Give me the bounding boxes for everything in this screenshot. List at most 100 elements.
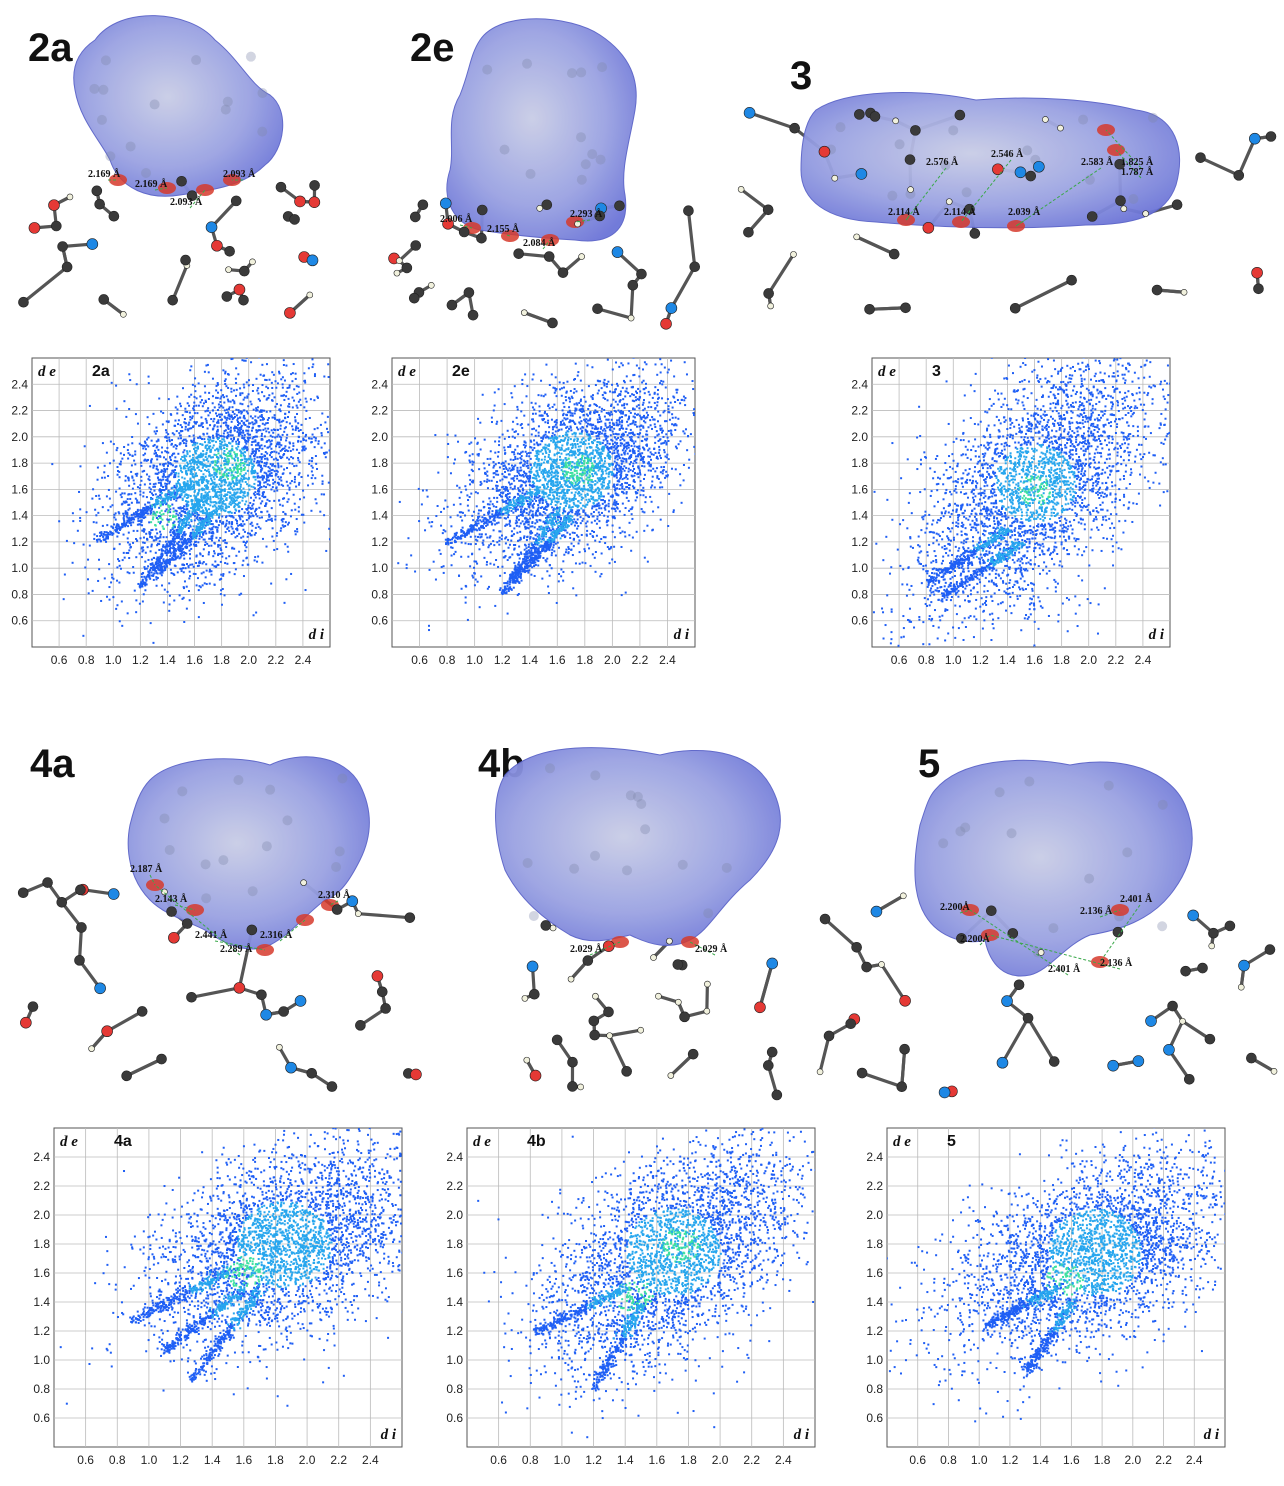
data-point xyxy=(280,448,283,451)
data-point xyxy=(242,437,245,440)
data-point xyxy=(135,611,138,614)
atom xyxy=(1009,302,1021,314)
data-point xyxy=(213,504,216,507)
spike-point xyxy=(156,559,159,562)
spike-point xyxy=(141,510,144,513)
data-point xyxy=(240,420,243,423)
data-point xyxy=(245,557,248,560)
data-point xyxy=(293,399,296,402)
data-point xyxy=(167,462,170,465)
data-point xyxy=(204,399,207,402)
spike-point xyxy=(192,505,195,508)
data-point xyxy=(258,516,261,519)
data-point xyxy=(256,459,259,462)
data-point xyxy=(119,567,122,570)
atom xyxy=(20,1016,32,1029)
spike-point xyxy=(140,509,143,512)
data-point xyxy=(167,489,170,492)
data-point xyxy=(197,589,200,592)
data-point xyxy=(191,473,194,476)
data-point xyxy=(231,418,234,421)
spike-point xyxy=(202,503,205,506)
spike-point xyxy=(156,498,159,501)
data-point xyxy=(190,365,193,368)
data-point xyxy=(242,559,245,562)
data-point xyxy=(266,458,269,461)
spike-point xyxy=(145,506,148,509)
data-point xyxy=(243,423,246,426)
data-point xyxy=(208,447,211,450)
data-point xyxy=(136,529,139,532)
embedded-atom xyxy=(576,174,587,185)
spike-point xyxy=(189,536,192,539)
data-point xyxy=(280,420,283,423)
data-point xyxy=(227,452,230,455)
embedded-atom xyxy=(522,58,533,69)
data-point xyxy=(232,500,235,503)
spike-point xyxy=(162,497,165,500)
data-point xyxy=(238,487,241,490)
data-point xyxy=(224,382,227,385)
data-point xyxy=(189,484,192,487)
spike-point xyxy=(184,483,187,486)
data-point xyxy=(279,456,282,459)
data-point xyxy=(152,483,155,486)
data-point xyxy=(287,521,290,524)
data-point xyxy=(291,372,294,375)
data-point xyxy=(223,483,226,486)
data-point xyxy=(199,562,202,565)
data-point xyxy=(243,490,246,493)
data-point xyxy=(291,462,294,465)
data-point xyxy=(190,507,193,510)
embedded-atom xyxy=(1122,847,1133,858)
data-point xyxy=(243,530,246,533)
data-point xyxy=(186,402,189,405)
spike-point xyxy=(146,509,149,512)
data-point xyxy=(266,452,269,455)
data-point xyxy=(177,419,180,422)
data-point xyxy=(230,511,233,514)
data-point xyxy=(192,434,195,437)
data-point xyxy=(206,363,209,366)
spike-point xyxy=(192,483,195,486)
atom xyxy=(371,970,384,982)
data-point xyxy=(128,507,131,510)
data-point xyxy=(240,424,243,427)
data-point xyxy=(139,490,142,493)
atom xyxy=(754,1001,766,1014)
data-point xyxy=(244,541,247,544)
data-point xyxy=(151,518,154,521)
contact-distance-label: 2.310 Å xyxy=(318,889,351,901)
x-tick-label: 1.0 xyxy=(466,653,483,667)
data-point xyxy=(131,436,134,439)
data-point xyxy=(234,377,237,380)
data-point xyxy=(254,491,257,494)
embedded-atom xyxy=(125,141,136,152)
data-point xyxy=(179,424,182,427)
data-point xyxy=(166,439,169,442)
spike-point xyxy=(198,502,201,505)
data-point xyxy=(567,452,570,455)
structure-panel-2a: 2a 2.169 Å 2.169 Å 2.093 Å 2.093 Å xyxy=(0,0,340,340)
data-point xyxy=(188,484,191,487)
data-point xyxy=(207,407,210,410)
data-point xyxy=(263,435,266,438)
embedded-atom xyxy=(265,784,276,795)
spike-point xyxy=(164,546,167,549)
data-point xyxy=(234,453,237,456)
data-point xyxy=(284,416,287,419)
data-point xyxy=(212,466,215,469)
spike-point xyxy=(160,492,163,495)
atom xyxy=(969,228,981,239)
data-point xyxy=(221,505,224,508)
data-point xyxy=(188,466,191,469)
data-point xyxy=(243,434,246,437)
atom xyxy=(1042,116,1049,123)
data-point xyxy=(264,427,267,430)
data-point xyxy=(254,450,257,453)
data-point xyxy=(173,452,176,455)
data-point xyxy=(174,468,177,471)
spike-point xyxy=(164,493,167,496)
data-point xyxy=(207,441,210,444)
data-point xyxy=(250,512,253,515)
